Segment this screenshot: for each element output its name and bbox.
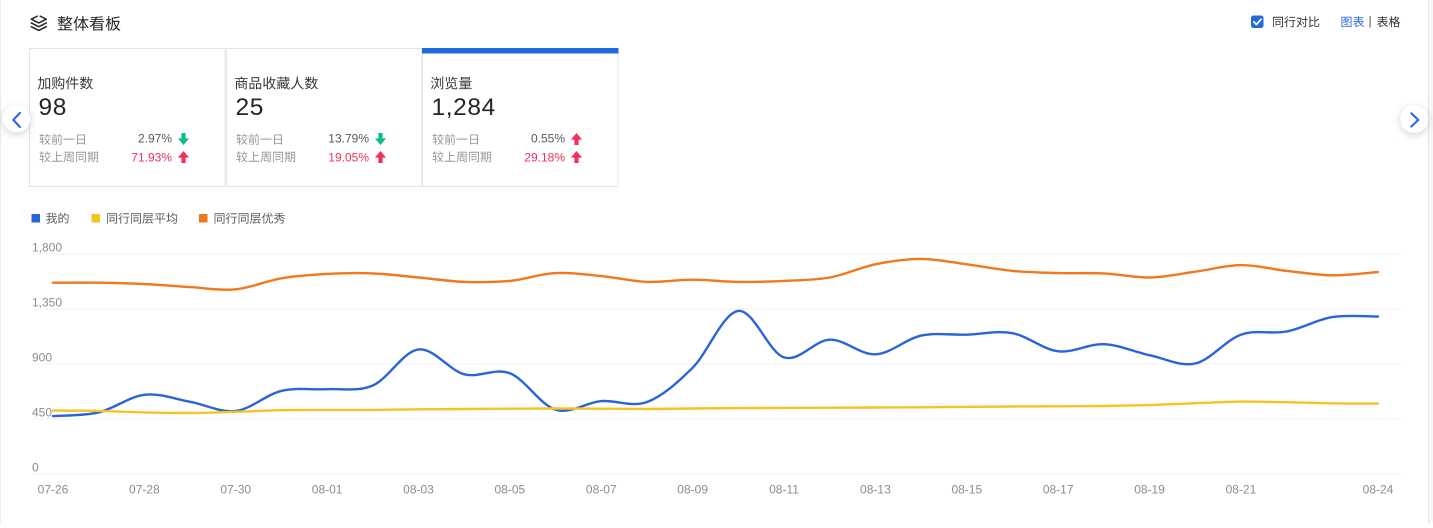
svg-text:08-15: 08-15 xyxy=(951,482,982,496)
svg-text:07-30: 07-30 xyxy=(220,482,251,496)
svg-text:1,284: 1,284 xyxy=(432,94,496,121)
svg-text:08-24: 08-24 xyxy=(1363,482,1394,496)
svg-text:13.79%: 13.79% xyxy=(328,131,369,145)
svg-text:08-03: 08-03 xyxy=(403,482,434,496)
svg-text:0.55%: 0.55% xyxy=(531,131,565,145)
svg-text:2.97%: 2.97% xyxy=(138,131,172,145)
svg-text:08-17: 08-17 xyxy=(1043,482,1074,496)
svg-text:08-13: 08-13 xyxy=(860,482,891,496)
svg-text:08-21: 08-21 xyxy=(1226,482,1257,496)
svg-text:19.05%: 19.05% xyxy=(328,151,369,165)
svg-text:29.18%: 29.18% xyxy=(524,151,565,165)
svg-text:08-19: 08-19 xyxy=(1134,482,1165,496)
svg-text:25: 25 xyxy=(236,94,264,121)
svg-text:98: 98 xyxy=(39,94,67,121)
svg-text:08-05: 08-05 xyxy=(495,482,526,496)
svg-text:1,350: 1,350 xyxy=(32,295,62,309)
svg-text:07-26: 07-26 xyxy=(38,482,69,496)
svg-text:08-01: 08-01 xyxy=(312,482,343,496)
svg-text:71.93%: 71.93% xyxy=(131,151,172,165)
svg-text:07-28: 07-28 xyxy=(129,482,160,496)
svg-text:08-07: 08-07 xyxy=(586,482,617,496)
svg-text:08-09: 08-09 xyxy=(677,482,708,496)
svg-text:0: 0 xyxy=(32,460,39,474)
svg-text:450: 450 xyxy=(32,405,52,419)
svg-text:1,800: 1,800 xyxy=(32,240,62,254)
svg-text:08-11: 08-11 xyxy=(769,482,799,496)
svg-text:900: 900 xyxy=(32,350,52,364)
